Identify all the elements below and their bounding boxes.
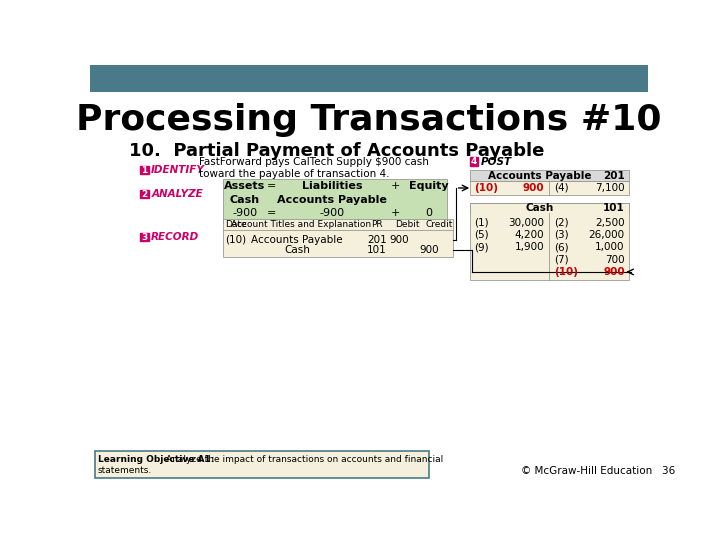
Text: 201: 201 — [367, 234, 387, 245]
Text: (5): (5) — [474, 230, 489, 240]
Text: RECORD: RECORD — [151, 232, 199, 242]
Bar — [469, 181, 629, 195]
Text: -900: -900 — [319, 208, 344, 218]
Bar — [140, 190, 149, 198]
Text: 7,100: 7,100 — [595, 183, 625, 193]
Text: © McGraw-Hill Education   36: © McGraw-Hill Education 36 — [521, 465, 675, 476]
Bar — [469, 170, 629, 181]
Text: (10): (10) — [474, 183, 498, 193]
Text: -900: -900 — [233, 208, 258, 218]
Text: Accounts Payable: Accounts Payable — [488, 171, 592, 181]
Text: 201: 201 — [603, 171, 625, 181]
Text: (1): (1) — [474, 218, 489, 228]
Text: Analyze the impact of transactions on accounts and financial: Analyze the impact of transactions on ac… — [166, 455, 444, 464]
Text: Assets: Assets — [225, 181, 266, 192]
Text: (9): (9) — [474, 242, 489, 252]
Text: =: = — [266, 208, 276, 218]
Text: 900: 900 — [390, 234, 409, 245]
Text: (4): (4) — [554, 183, 569, 193]
Text: Learning Objective A1:: Learning Objective A1: — [98, 455, 214, 464]
Text: 4: 4 — [471, 157, 477, 166]
Text: 1,000: 1,000 — [595, 242, 625, 252]
Text: 900: 900 — [419, 245, 438, 255]
Text: Equity: Equity — [409, 181, 449, 192]
Text: 101: 101 — [603, 203, 625, 213]
Text: POST: POST — [481, 157, 512, 167]
Text: 26,000: 26,000 — [589, 230, 625, 240]
Text: 10.  Partial Payment of Accounts Payable: 10. Partial Payment of Accounts Payable — [129, 142, 544, 160]
Text: 900: 900 — [603, 267, 625, 277]
Bar — [94, 450, 429, 478]
Text: 101: 101 — [367, 245, 387, 255]
Text: 1: 1 — [142, 166, 148, 175]
Text: ANALYZE: ANALYZE — [151, 189, 203, 199]
Text: +: + — [391, 181, 400, 192]
Bar — [223, 179, 446, 224]
Text: 30,000: 30,000 — [508, 218, 544, 228]
Bar — [223, 219, 453, 257]
Text: 900: 900 — [523, 183, 544, 193]
Text: IDENTIFY: IDENTIFY — [151, 165, 205, 176]
Text: Accounts Payable: Accounts Payable — [277, 195, 387, 205]
Text: 2: 2 — [142, 190, 148, 199]
Bar — [469, 202, 629, 280]
Text: statements.: statements. — [98, 466, 152, 475]
Text: 4,200: 4,200 — [515, 230, 544, 240]
Text: (10): (10) — [554, 267, 578, 277]
Text: Account Titles and Explanation: Account Titles and Explanation — [230, 220, 371, 230]
Text: 2,500: 2,500 — [595, 218, 625, 228]
Text: Accounts Payable: Accounts Payable — [251, 234, 343, 245]
Text: (2): (2) — [554, 218, 569, 228]
Text: 0: 0 — [426, 208, 432, 218]
Text: Credit: Credit — [425, 220, 452, 230]
Text: Debit: Debit — [395, 220, 419, 230]
Text: Processing Transactions #10: Processing Transactions #10 — [76, 103, 662, 137]
Text: 1,900: 1,900 — [515, 242, 544, 252]
Text: PR: PR — [371, 220, 382, 230]
Text: (6): (6) — [554, 242, 569, 252]
Text: Cash: Cash — [526, 203, 554, 213]
Text: (10): (10) — [225, 234, 246, 245]
Text: +: + — [391, 208, 400, 218]
Bar — [469, 157, 478, 166]
Text: (3): (3) — [554, 230, 569, 240]
Bar — [140, 166, 149, 174]
Text: Cash: Cash — [284, 245, 310, 255]
Text: FastForward pays CalTech Supply $900 cash
toward the payable of transaction 4.: FastForward pays CalTech Supply $900 cas… — [199, 157, 429, 179]
Text: Cash: Cash — [230, 195, 260, 205]
Bar — [469, 202, 629, 213]
Text: (7): (7) — [554, 255, 569, 265]
Text: 700: 700 — [605, 255, 625, 265]
Text: 3: 3 — [142, 233, 148, 242]
Bar — [90, 65, 648, 92]
Text: =: = — [266, 181, 276, 192]
Text: Liabilities: Liabilities — [302, 181, 362, 192]
Bar — [140, 233, 149, 241]
Text: Date: Date — [225, 220, 246, 230]
